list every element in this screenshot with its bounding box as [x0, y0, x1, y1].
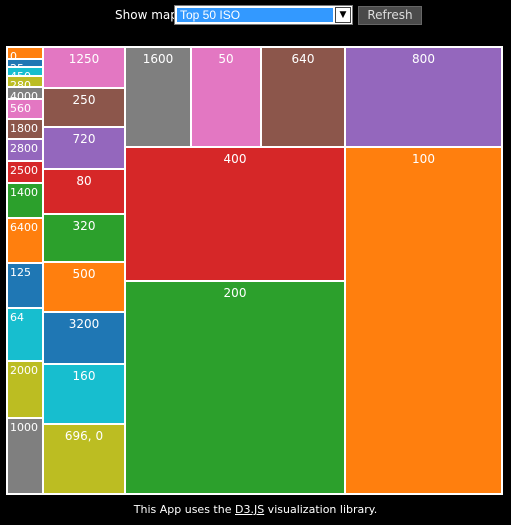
treemap-cell-720[interactable]: 720: [43, 127, 125, 169]
treemap-cell-160[interactable]: 160: [43, 364, 125, 424]
d3js-link[interactable]: D3.JS: [234, 503, 265, 516]
toolbar: Show map for: Top 50 ISO ▼ Refresh: [0, 0, 511, 30]
footer-prefix: This App uses the: [133, 503, 235, 516]
treemap-cell-560[interactable]: 560: [7, 99, 43, 119]
footer: This App uses the D3.JS visualization li…: [0, 503, 511, 516]
treemap-cell-25[interactable]: 25: [7, 59, 43, 67]
treemap-cell-696-0[interactable]: 696, 0: [43, 424, 125, 494]
refresh-button[interactable]: Refresh: [358, 6, 422, 25]
treemap-cell-6400[interactable]: 6400: [7, 218, 43, 263]
treemap-cell-800[interactable]: 800: [345, 47, 502, 147]
treemap-cell-320[interactable]: 320: [43, 214, 125, 262]
treemap-cell-1800[interactable]: 1800: [7, 119, 43, 139]
treemap-cell-280[interactable]: 280: [7, 76, 43, 87]
treemap-cell-64[interactable]: 64: [7, 308, 43, 361]
footer-suffix: visualization library.: [264, 503, 378, 516]
treemap-cell-50[interactable]: 50: [191, 47, 261, 147]
treemap-cell-0[interactable]: 0: [7, 47, 43, 59]
map-select-value[interactable]: Top 50 ISO: [177, 8, 333, 22]
treemap-cell-400[interactable]: 400: [125, 147, 345, 281]
treemap-cell-500[interactable]: 500: [43, 262, 125, 312]
treemap-cell-2000[interactable]: 2000: [7, 361, 43, 418]
chevron-down-icon[interactable]: ▼: [335, 7, 351, 23]
treemap-cell-1250[interactable]: 1250: [43, 47, 125, 88]
treemap-cell-1600[interactable]: 1600: [125, 47, 191, 147]
treemap-cell-250[interactable]: 250: [43, 88, 125, 127]
treemap-cell-2500[interactable]: 2500: [7, 161, 43, 183]
map-select[interactable]: Top 50 ISO ▼: [174, 5, 353, 25]
treemap-cell-4000[interactable]: 4000: [7, 87, 43, 99]
treemap-cell-2800[interactable]: 2800: [7, 139, 43, 161]
treemap-cell-125[interactable]: 125: [7, 263, 43, 308]
treemap-cell-1400[interactable]: 1400: [7, 183, 43, 218]
treemap: 0254502804000560180028002500140064001256…: [6, 46, 503, 495]
treemap-cell-80[interactable]: 80: [43, 169, 125, 214]
treemap-cell-3200[interactable]: 3200: [43, 312, 125, 364]
treemap-cell-1000[interactable]: 1000: [7, 418, 43, 494]
treemap-cell-450[interactable]: 450: [7, 67, 43, 76]
treemap-cell-200[interactable]: 200: [125, 281, 345, 494]
treemap-cell-100[interactable]: 100: [345, 147, 502, 494]
treemap-cell-640[interactable]: 640: [261, 47, 345, 147]
